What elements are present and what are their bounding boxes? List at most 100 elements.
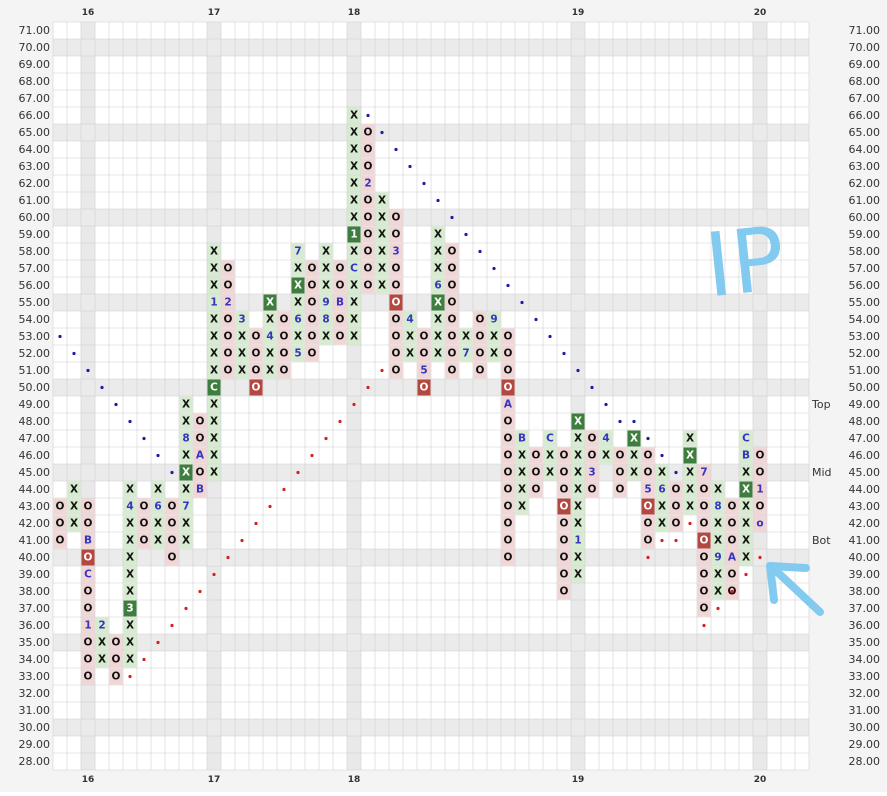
- cell-glyph: X: [574, 552, 582, 564]
- annotation: IP: [700, 207, 789, 318]
- cell-bg: [501, 396, 515, 413]
- cell-glyph: X: [350, 161, 358, 173]
- cell-glyph: X: [210, 263, 218, 275]
- y-tick-label: 67.00: [19, 92, 51, 105]
- cell-bg: [487, 345, 501, 362]
- cell-glyph: O: [448, 246, 457, 258]
- cell-bg: [641, 498, 655, 515]
- cell-bg: [445, 277, 459, 294]
- cell-glyph: X: [154, 535, 162, 547]
- trend-dot: [100, 385, 104, 390]
- cell-glyph: X: [322, 263, 330, 275]
- y-tick-label: 60.00: [19, 211, 51, 224]
- cell-glyph: 4: [126, 501, 133, 513]
- cell-bg: [543, 430, 557, 447]
- cell-glyph: 1: [350, 229, 357, 241]
- cell-bg: [501, 447, 515, 464]
- trend-dot: [716, 606, 720, 611]
- cell-glyph: X: [378, 280, 386, 292]
- cell-bg: [305, 311, 319, 328]
- cell-bg: [109, 668, 123, 685]
- cell-bg: [81, 566, 95, 583]
- cell-glyph: X: [210, 331, 218, 343]
- annotation-arrow: [766, 562, 824, 616]
- arrow-head: [766, 562, 778, 604]
- cell-bg: [95, 634, 109, 651]
- cell-glyph: O: [224, 263, 233, 275]
- cell-glyph: O: [728, 518, 737, 530]
- cell-glyph: O: [756, 467, 765, 479]
- cell-bg: [235, 328, 249, 345]
- cell-bg: [571, 498, 585, 515]
- cell-bg: [361, 124, 375, 141]
- cell-glyph: O: [252, 365, 261, 377]
- cell-bg: [683, 481, 697, 498]
- cell-glyph: O: [700, 569, 709, 581]
- cell-bg: [221, 277, 235, 294]
- y-tick-label-right: 65.00: [849, 126, 881, 139]
- cell-bg: [627, 430, 641, 447]
- y-tick-label: 29.00: [19, 738, 51, 751]
- cell-bg: [207, 447, 221, 464]
- cell-bg: [669, 498, 683, 515]
- y-tick-label-right: 39.00: [849, 568, 881, 581]
- cell-glyph: O: [392, 365, 401, 377]
- cell-glyph: X: [210, 467, 218, 479]
- cell-bg: [683, 464, 697, 481]
- cell-bg: [487, 328, 501, 345]
- cell-glyph: O: [336, 280, 345, 292]
- trend-dot: [674, 538, 678, 543]
- cell-glyph: O: [560, 467, 569, 479]
- cell-glyph: O: [504, 365, 513, 377]
- cell-bg: [179, 498, 193, 515]
- y-tick-label: 57.00: [19, 262, 51, 275]
- cell-bg: [249, 362, 263, 379]
- cell-bg: [81, 617, 95, 634]
- cell-bg: [277, 328, 291, 345]
- cell-glyph: O: [364, 246, 373, 258]
- y-tick-label-right: 66.00: [849, 109, 881, 122]
- cell-glyph: O: [560, 518, 569, 530]
- cell-bg: [347, 260, 361, 277]
- trend-dot: [646, 436, 650, 441]
- cell-bg: [711, 549, 725, 566]
- cell-glyph: O: [616, 484, 625, 496]
- cell-bg: [571, 464, 585, 481]
- cell-bg: [361, 226, 375, 243]
- cell-glyph: O: [476, 314, 485, 326]
- cell-bg: [347, 107, 361, 124]
- cell-bg: [207, 396, 221, 413]
- cell-glyph: O: [280, 331, 289, 343]
- cell-glyph: O: [420, 382, 429, 394]
- cell-glyph: X: [350, 297, 358, 309]
- cell-bg: [431, 345, 445, 362]
- cell-bg: [347, 311, 361, 328]
- cell-glyph: X: [266, 314, 274, 326]
- trend-dot: [702, 623, 706, 628]
- cell-glyph: X: [658, 501, 666, 513]
- cell-glyph: X: [210, 433, 218, 445]
- cell-glyph: X: [182, 518, 190, 530]
- cell-glyph: X: [126, 552, 134, 564]
- cell-glyph: X: [658, 467, 666, 479]
- cell-bg: [291, 277, 305, 294]
- trend-dot: [478, 249, 482, 254]
- cell-bg: [641, 481, 655, 498]
- cell-bg: [165, 515, 179, 532]
- trend-dot: [520, 300, 524, 305]
- cell-glyph: O: [588, 484, 597, 496]
- cell-glyph: X: [210, 246, 218, 258]
- y-tick-label: 46.00: [19, 449, 51, 462]
- y-tick-label-right: 40.00: [849, 551, 881, 564]
- cell-bg: [207, 464, 221, 481]
- cell-bg: [319, 260, 333, 277]
- cell-glyph: X: [98, 654, 106, 666]
- cell-bg: [571, 447, 585, 464]
- y-tick-label: 52.00: [19, 347, 51, 360]
- cell-bg: [123, 549, 137, 566]
- cell-bg: [697, 566, 711, 583]
- cell-bg: [165, 549, 179, 566]
- trend-dot: [674, 470, 678, 475]
- cell-glyph: O: [504, 518, 513, 530]
- cell-glyph: X: [518, 484, 526, 496]
